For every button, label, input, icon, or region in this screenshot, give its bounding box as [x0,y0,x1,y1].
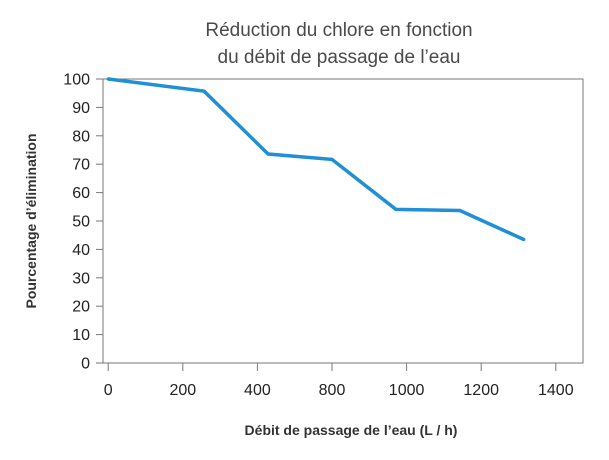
data-point [458,208,462,213]
data-point [106,77,110,81]
data-point [266,152,270,156]
y-tick-label: 20 [72,299,90,316]
y-tick-label: 30 [72,270,90,287]
x-tick-label: 1000 [389,382,425,399]
y-tick-label: 80 [72,128,90,145]
x-tick-label: 400 [244,382,271,399]
x-tick-label: 1200 [463,382,499,399]
x-tick-label: 0 [104,382,113,399]
x-tick-label: 1400 [538,382,574,399]
series-line [107,77,525,242]
y-tick-label: 40 [72,242,90,259]
chart-title-line-2: du débit de passage de l’eau [218,47,461,68]
x-axis: 0 200 400 800 1000 1200 1400 [104,363,574,399]
y-axis: 0 10 20 30 40 50 60 70 80 90 100 [63,72,103,373]
x-tick-label: 800 [319,382,346,399]
plot-frame [102,78,584,364]
data-point [202,89,206,93]
y-tick-label: 70 [72,157,90,174]
y-tick-label: 10 [72,327,90,344]
data-point [522,237,526,242]
y-tick-label: 60 [72,185,90,202]
y-tick-label: 90 [72,100,90,117]
data-point [394,207,398,211]
series-group [106,77,526,242]
y-tick-label: 100 [63,72,90,89]
y-tick-label: 0 [81,356,90,373]
x-axis-label: Débit de passage de l’eau (L / h) [245,422,458,438]
data-point [330,157,334,161]
y-axis-label: Pourcentage d’élimination [23,133,39,308]
x-tick-label: 200 [169,382,196,399]
chart-title-line-1: Réduction du chlore en fonction [205,20,472,41]
y-tick-label: 50 [72,214,90,231]
